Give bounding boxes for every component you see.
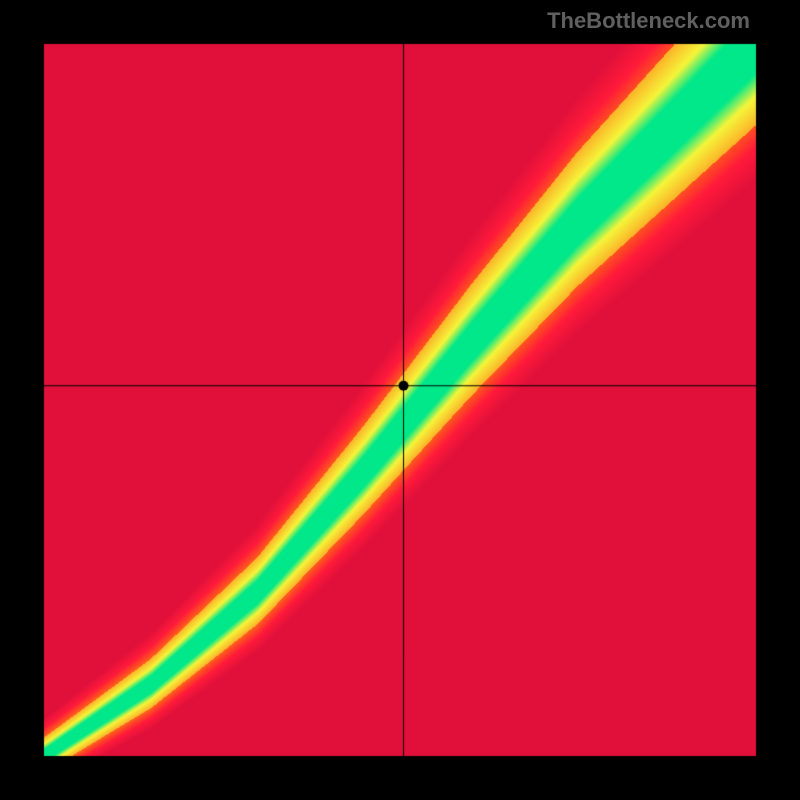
watermark-text: TheBottleneck.com bbox=[547, 8, 750, 34]
chart-container: TheBottleneck.com bbox=[0, 0, 800, 800]
bottleneck-heatmap bbox=[0, 0, 800, 800]
